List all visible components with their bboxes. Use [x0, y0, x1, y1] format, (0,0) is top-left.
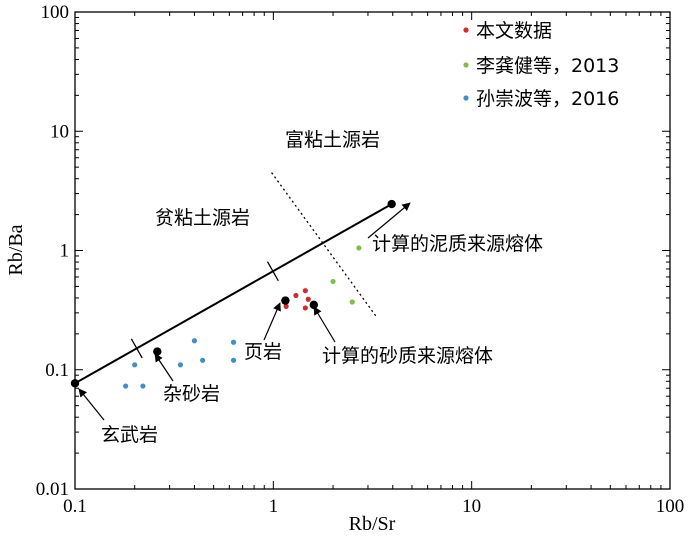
- annotation-arrow-basalt: [78, 388, 105, 421]
- data-point-series-0: [302, 288, 308, 294]
- legend-marker-this-study: [463, 27, 469, 33]
- data-point-series-2: [191, 338, 198, 344]
- data-point-series-2: [177, 362, 184, 368]
- region-label-clay-rich: 富粘土源岩: [285, 129, 380, 151]
- data-point-series-2: [123, 383, 129, 389]
- legend-marker-li-2013: [463, 62, 469, 68]
- legend: 本文数据 李龚健等，2013 孙崇波等，2016: [463, 20, 619, 110]
- y-tick-label: 0.01: [36, 479, 69, 500]
- annotation-arrow-shale: [263, 302, 281, 341]
- region-label-clay-poor: 贫粘土源岩: [155, 207, 250, 229]
- mixing-line: [74, 203, 393, 385]
- data-point-series-2: [230, 339, 237, 345]
- reference-point: [387, 199, 396, 209]
- data-points: [123, 245, 362, 389]
- data-point-series-1: [349, 299, 355, 305]
- y-tick-label: 0.1: [45, 360, 69, 381]
- data-point-series-2: [140, 383, 146, 389]
- data-point-series-0: [305, 296, 311, 302]
- data-point-series-0: [302, 305, 308, 311]
- x-tick-label: 100: [656, 496, 685, 517]
- annotations: 计算的泥质来源熔体 页岩 计算的砂质来源熔体 杂砂岩 玄武岩: [78, 202, 543, 446]
- x-tick-label: 0.1: [63, 496, 87, 517]
- data-point-series-0: [283, 303, 289, 309]
- reference-point: [153, 347, 162, 356]
- reference-point: [281, 296, 290, 305]
- annotation-psammite-melt: 计算的砂质来源熔体: [322, 345, 493, 367]
- clay-divider-line: [271, 172, 377, 317]
- data-point-series-2: [230, 357, 237, 363]
- annotation-arrow-pelite-melt: [367, 202, 411, 239]
- data-point-series-1: [356, 245, 362, 251]
- legend-marker-sun-2016: [463, 95, 469, 101]
- data-point-series-1: [330, 278, 336, 285]
- x-tick-label: 1: [269, 496, 279, 517]
- data-point-series-0: [293, 292, 299, 299]
- reference-point: [70, 379, 80, 388]
- y-axis-label: Rb/Ba: [5, 224, 27, 275]
- annotation-arrow-psammite-melt: [313, 306, 336, 343]
- y-tick-label: 100: [41, 2, 70, 23]
- annotation-greywacke: 杂砂岩: [163, 383, 220, 405]
- y-tick-label: 10: [50, 121, 69, 142]
- x-tick-label: 10: [462, 496, 481, 517]
- legend-label-sun-2016: 孙崇波等，2016: [476, 88, 619, 110]
- annotation-arrow-greywacke: [154, 353, 174, 382]
- mixing-line-tick: [130, 338, 143, 359]
- y-tick-label: 1: [60, 241, 70, 262]
- mixing-line-ticks: [130, 261, 279, 359]
- axis-ticks: [74, 12, 670, 490]
- data-point-series-2: [200, 357, 206, 363]
- legend-label-this-study: 本文数据: [476, 20, 552, 42]
- data-point-series-2: [132, 362, 138, 368]
- legend-label-li-2013: 李龚健等，2013: [476, 55, 619, 77]
- annotation-pelite-melt: 计算的泥质来源熔体: [372, 233, 543, 255]
- annotation-shale: 页岩: [244, 341, 282, 363]
- annotation-basalt: 玄武岩: [101, 424, 158, 446]
- x-axis-label: Rb/Sr: [349, 513, 396, 535]
- mixing-line-tick: [266, 261, 279, 282]
